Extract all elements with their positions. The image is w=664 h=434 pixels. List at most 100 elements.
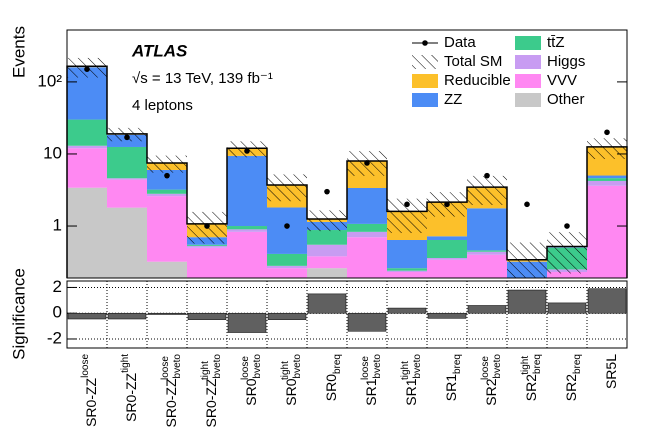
stack-segment (267, 253, 307, 266)
category-name: SR0 (323, 374, 339, 401)
ratio-tick-label: 0 (53, 303, 62, 322)
stack-segment (347, 188, 387, 224)
category-sup: loose (240, 356, 251, 380)
category-sup: tight (400, 361, 411, 380)
stack-segment (107, 179, 147, 208)
x-tick-label: SR2breqtight (520, 354, 543, 401)
significance-bar (267, 312, 307, 320)
x-tick-label: SR0-ZZtight (120, 354, 139, 422)
category-sup: tight (280, 361, 291, 380)
stack-segment (467, 208, 507, 251)
stack-segment (147, 261, 187, 278)
x-tick-label: SR0bvetotight (280, 354, 303, 406)
significance-bar (427, 312, 467, 319)
category-name: SR2 (523, 374, 539, 401)
x-tick-label: SR0breq (323, 354, 343, 401)
category-name: SR1 (443, 374, 459, 401)
stack-segment (227, 231, 267, 278)
legend-swatch (515, 36, 541, 50)
legend-swatch (515, 93, 541, 107)
stack-segment (387, 268, 427, 271)
stack-segment (427, 257, 467, 260)
x-tick-label: SR0-ZZbvetotight (200, 354, 223, 428)
legend-label: Data (444, 34, 476, 51)
stack-segment (587, 180, 627, 186)
x-tick-label: SR2bvetoloose (480, 354, 503, 406)
uncertainty-band (267, 174, 307, 202)
x-tick-label: SR0-ZZloose (80, 354, 99, 427)
stack-segment (67, 145, 107, 149)
stack-segment (67, 148, 107, 188)
stack-segment (307, 256, 347, 269)
stack-segment (67, 119, 107, 146)
stack-segment (227, 226, 267, 230)
uncertainty-band (147, 155, 187, 173)
category-sub: breq (332, 354, 343, 374)
legend-label: tt̄Z (547, 34, 565, 51)
stack-segment (147, 193, 187, 197)
x-tick-label: SR1bvetotight (400, 354, 423, 406)
y-axis-label: Events (9, 26, 28, 78)
stack-segment (147, 196, 187, 262)
legend-swatch (515, 74, 541, 88)
stack-segment (427, 259, 467, 278)
category-sup: tight (200, 361, 211, 380)
category-sub: bveto (252, 354, 263, 379)
stack-segment (347, 231, 387, 238)
category-name: SR0-ZZ (123, 372, 139, 421)
significance-bar (467, 305, 507, 314)
stack-segment (587, 185, 627, 278)
data-point (204, 223, 210, 229)
stack-segment (227, 229, 267, 232)
legend-label: Other (547, 91, 585, 108)
category-name: SR0-ZZ (203, 378, 219, 427)
category-name: SR0-ZZ (83, 377, 99, 426)
category-sup: tight (120, 354, 131, 373)
legend-marker (422, 40, 428, 46)
legend-label: Reducible (444, 72, 511, 89)
stack-segment (467, 250, 507, 252)
data-point (324, 188, 330, 195)
data-point (364, 160, 370, 166)
x-tick-label: SR0-ZZbvetoloose (160, 354, 183, 428)
ratio-tick-label: 2 (53, 277, 62, 296)
stack-segment (187, 247, 227, 278)
category-sup: tight (520, 356, 531, 375)
channel-label: 4 leptons (132, 97, 193, 114)
significance-bar (307, 293, 347, 314)
y-tick-label: 10² (37, 71, 62, 90)
data-point (604, 129, 610, 136)
significance-bar (187, 312, 227, 320)
stack-segment (587, 175, 627, 179)
stack-segment (547, 272, 587, 278)
ratio-tick-label: -2 (47, 328, 62, 347)
uncertainty-band (587, 138, 627, 159)
stack-segment (347, 237, 387, 278)
stack-segment (147, 169, 187, 190)
data-point (84, 66, 90, 73)
stack-segment (267, 207, 307, 254)
data-point (484, 172, 490, 179)
stack-segment (467, 254, 507, 278)
category-sub: breq (572, 354, 583, 374)
experiment-label: ATLAS (131, 41, 188, 60)
category-sub: bveto (292, 354, 303, 379)
stack-outline (66, 65, 628, 278)
stack-segment (427, 236, 467, 240)
data-point (404, 201, 410, 208)
category-sub: bveto (412, 354, 423, 379)
legend-swatch (412, 74, 438, 88)
category-name: SR1 (403, 378, 419, 405)
significance-bar (107, 312, 147, 320)
category-sub: breq (532, 354, 543, 374)
data-point (564, 223, 570, 229)
category-sup: loose (480, 356, 491, 380)
stack-segment (467, 251, 507, 255)
category-sub: bveto (492, 354, 503, 379)
uncertainty-band (547, 232, 587, 274)
stack-segment (227, 155, 267, 227)
x-tick-label: SR1breq (443, 354, 463, 401)
stack-segment (187, 244, 227, 246)
data-point (444, 201, 450, 208)
